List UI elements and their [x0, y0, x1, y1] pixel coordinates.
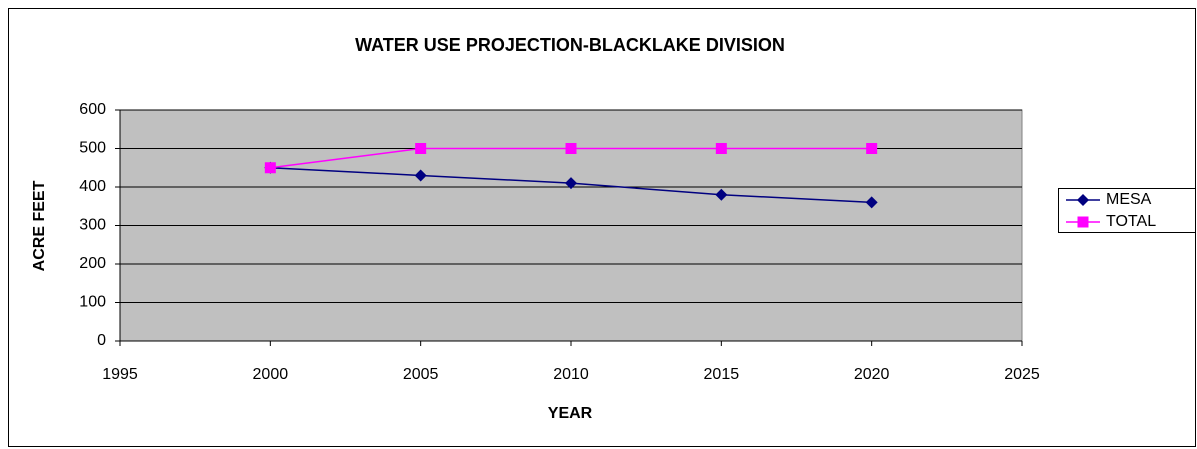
x-axis-label: YEAR — [548, 405, 593, 422]
y-axis-label: ACRE FEET — [31, 180, 48, 271]
x-tick-label: 1995 — [102, 366, 138, 383]
data-point — [414, 169, 427, 182]
x-tick-label: 2020 — [854, 366, 890, 383]
y-tick-label: 100 — [79, 294, 106, 311]
data-point — [264, 162, 276, 174]
data-point — [565, 177, 577, 190]
y-tick-label: 400 — [79, 178, 106, 195]
data-point — [565, 143, 577, 154]
legend-label: TOTAL — [1106, 213, 1156, 230]
x-tick-label: 2005 — [403, 366, 439, 383]
legend-marker — [1077, 194, 1089, 206]
data-point — [715, 188, 728, 201]
y-tick-label: 600 — [79, 101, 106, 118]
x-tick-label: 2025 — [1004, 366, 1040, 383]
y-tick-label: 300 — [79, 217, 106, 234]
chart-title: WATER USE PROJECTION-BLACKLAKE DIVISION — [355, 35, 785, 55]
data-point — [415, 143, 427, 154]
legend-marker — [1077, 216, 1089, 228]
data-point — [715, 143, 727, 154]
y-tick-label: 0 — [97, 332, 106, 349]
legend-label: MESA — [1106, 191, 1152, 208]
y-tick-label: 500 — [79, 140, 106, 157]
x-tick-label: 2015 — [704, 366, 740, 383]
data-point — [865, 196, 878, 209]
data-point — [866, 143, 878, 154]
y-tick-label: 200 — [79, 255, 106, 272]
x-tick-label: 2010 — [553, 366, 589, 383]
x-tick-label: 2000 — [253, 366, 289, 383]
